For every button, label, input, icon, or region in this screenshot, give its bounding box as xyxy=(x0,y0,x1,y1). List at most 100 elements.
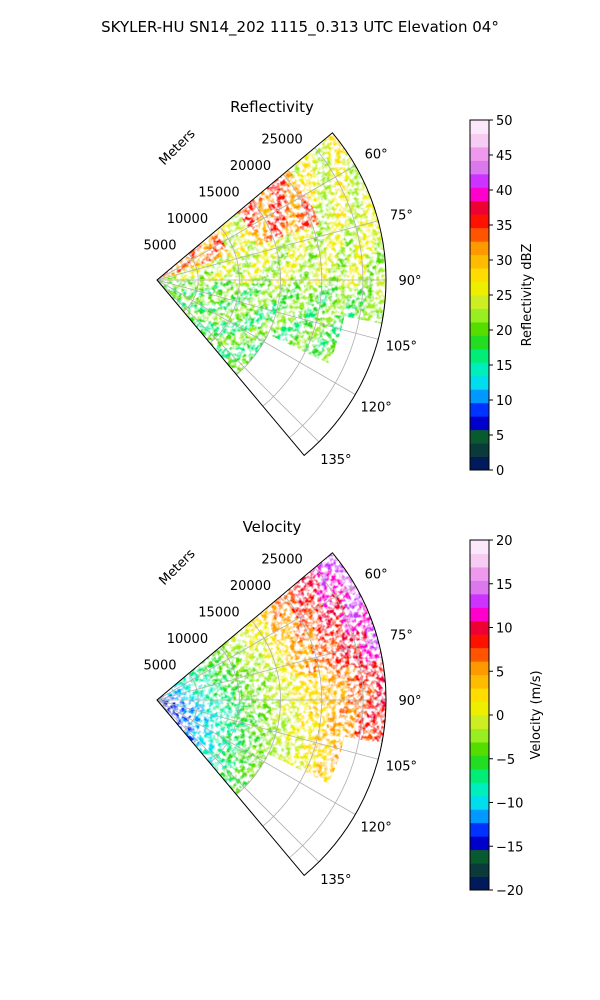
colorbar-tick-label: −10 xyxy=(496,797,523,812)
radar-gate xyxy=(194,287,204,292)
radar-gate xyxy=(298,292,310,302)
radar-gate xyxy=(251,321,263,331)
radar-gate xyxy=(175,300,184,310)
radar-gate xyxy=(188,673,198,681)
radar-gate xyxy=(279,290,291,299)
azimuth-spoke xyxy=(156,220,379,281)
radar-gate xyxy=(280,226,293,237)
radar-gate xyxy=(207,725,218,733)
radar-gate xyxy=(174,707,184,713)
radar-gate xyxy=(187,251,197,259)
radar-gate xyxy=(202,659,213,668)
radar-gate xyxy=(325,552,340,568)
radar-gate xyxy=(169,713,177,722)
radar-gate xyxy=(294,339,307,352)
radar-gate xyxy=(212,710,223,717)
radar-gate xyxy=(187,734,197,744)
radar-gate xyxy=(280,263,291,272)
radar-gate xyxy=(251,708,262,715)
radar-gate xyxy=(175,693,186,697)
radar-gate xyxy=(286,176,300,190)
radar-gate xyxy=(328,696,339,707)
radar-gate xyxy=(219,719,230,727)
radar-gate xyxy=(166,700,177,703)
radar-gate xyxy=(224,239,235,248)
radar-gate xyxy=(270,289,281,298)
radar-gate xyxy=(241,230,253,240)
radar-gate xyxy=(215,244,227,252)
radar-gate xyxy=(245,240,257,249)
radar-gate xyxy=(355,254,367,267)
radar-gate xyxy=(193,684,203,690)
radar-gate xyxy=(288,298,299,308)
colorbar-segment xyxy=(470,647,489,662)
radar-gate xyxy=(214,695,224,700)
range-tick-label: 5000 xyxy=(143,659,176,674)
radar-gate xyxy=(342,176,356,192)
radar-gate xyxy=(288,163,302,177)
colorbar-segment xyxy=(470,701,489,716)
radar-gate xyxy=(287,247,298,257)
colorbar-segment xyxy=(470,227,489,242)
range-tick-label: 5000 xyxy=(143,239,176,254)
radar-gate xyxy=(187,671,197,679)
radar-gate xyxy=(166,277,177,280)
radar-gate xyxy=(283,653,295,664)
range-ring xyxy=(236,620,281,795)
radar-gate xyxy=(355,717,367,730)
radar-gate xyxy=(213,704,224,710)
radar-gate xyxy=(257,750,269,761)
radar-gate xyxy=(238,248,249,257)
radar-gate xyxy=(194,274,205,278)
radar-gate xyxy=(328,705,339,716)
radar-gate xyxy=(367,636,381,651)
radar-gate xyxy=(244,635,256,646)
radar-gate xyxy=(200,255,211,263)
radar-gate xyxy=(219,299,230,307)
radar-gate xyxy=(271,283,281,291)
radar-gate xyxy=(185,303,195,312)
radar-gate xyxy=(182,711,193,717)
radar-gate xyxy=(244,312,256,322)
radar-gate xyxy=(323,732,335,744)
radar-gate xyxy=(183,265,194,271)
radar-gate xyxy=(166,281,176,285)
radar-gate xyxy=(222,266,233,272)
radar-gate xyxy=(291,183,305,197)
radar-gate xyxy=(308,713,319,723)
radar-gate xyxy=(199,673,209,680)
radar-gate xyxy=(252,614,264,626)
radar-gate xyxy=(269,223,281,234)
radar-gate xyxy=(289,711,300,720)
radar-gate xyxy=(172,710,182,717)
colorbar-segment xyxy=(470,416,489,431)
radar-gate xyxy=(337,706,348,717)
colorbar-segment xyxy=(470,160,489,175)
radar-gate xyxy=(346,631,359,645)
radar-gate xyxy=(187,314,197,324)
azimuth-tick-label: 75° xyxy=(390,629,413,644)
radar-gate xyxy=(279,256,290,265)
radar-gate xyxy=(336,256,348,268)
radar-gate xyxy=(305,309,317,320)
radar-gate xyxy=(267,619,280,632)
reflectivity-azimuth-ticks: 60° 75° 90° 105° 120° 135° xyxy=(320,148,421,468)
colorbar-segment xyxy=(470,540,489,554)
radar-gate xyxy=(242,702,253,709)
radar-gate xyxy=(164,705,173,713)
radar-gate xyxy=(336,676,348,688)
radar-gate xyxy=(209,333,219,343)
radar-gate xyxy=(182,712,192,719)
radar-gate xyxy=(220,255,231,262)
azimuth-tick-label: 90° xyxy=(398,274,421,289)
radar-gate xyxy=(211,678,222,685)
radar-gate xyxy=(233,282,243,288)
radar-gate xyxy=(166,693,176,698)
radar-gate xyxy=(213,287,224,293)
radar-gate xyxy=(279,710,291,719)
range-ring xyxy=(209,646,240,764)
colorbar-segment xyxy=(470,836,489,851)
radar-gate xyxy=(196,739,206,749)
radar-gate xyxy=(194,269,204,274)
radar-gate xyxy=(259,188,272,200)
